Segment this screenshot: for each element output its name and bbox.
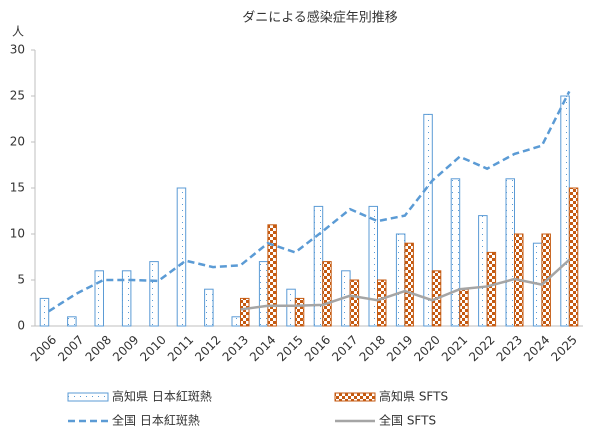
bar [450,178,461,327]
bar [258,261,269,327]
x-tick-label: 2006 [28,333,59,364]
x-tick-label: 2016 [302,333,333,364]
x-tick-label: 2019 [384,333,415,364]
bar [568,187,579,327]
bar [94,270,104,327]
legend-swatch [334,392,376,402]
bar [560,95,570,327]
bar [313,205,324,327]
bar [486,251,497,327]
x-tick-label: 2023 [494,333,525,364]
x-tick-label: 2008 [83,333,114,364]
x-tick-label: 2010 [137,333,168,364]
y-axis-label: 人 [12,25,24,39]
x-tick-label: 2024 [521,333,552,364]
bar [231,316,241,327]
bar [478,215,488,327]
y-tick-label: 5 [17,273,25,287]
y-tick-label: 20 [10,135,25,149]
x-tick-label: 2012 [192,333,223,364]
legend-label: 全国 SFTS [379,413,436,428]
x-tick-label: 2014 [247,333,278,364]
y-tick-label: 15 [10,181,25,195]
legend-label: 高知県 日本紅斑熱 [112,389,212,404]
bar [39,297,50,327]
bar [322,261,332,327]
bar [176,187,187,327]
legend-label: 全国 日本紅斑熱 [112,413,200,428]
x-tick-label: 2021 [439,333,470,364]
chart-title: ダニによる感染症年別推移 [242,10,398,26]
x-tick-label: 2013 [220,333,251,364]
bar [204,288,214,327]
x-tick-label: 2017 [329,333,360,364]
x-tick-label: 2025 [548,333,579,364]
legend-label: 高知県 SFTS [379,389,448,404]
x-tick-label: 2009 [110,333,141,364]
x-tick-label: 2011 [165,333,196,364]
bar [459,288,469,327]
bar [395,233,406,327]
x-tick-label: 2020 [411,333,442,364]
legend-swatch [67,392,109,402]
bar [368,205,378,327]
line [240,258,571,311]
bar [404,242,414,327]
y-tick-label: 0 [17,319,25,333]
bar [286,288,296,327]
bar [267,224,277,327]
y-tick-label: 25 [10,89,25,103]
bar [349,279,360,327]
line [48,90,571,313]
x-tick-label: 2018 [357,333,388,364]
bar [149,261,159,327]
bar [240,297,250,327]
bar [67,316,77,327]
x-tick-label: 2015 [274,333,305,364]
bar [294,297,305,327]
x-tick-label: 2007 [55,333,86,364]
y-tick-label: 30 [10,43,25,57]
bar [423,113,433,327]
y-tick-label: 10 [10,227,25,241]
bar [377,279,387,327]
bar [505,178,515,327]
x-tick-label: 2022 [466,333,497,364]
bar [121,270,132,327]
